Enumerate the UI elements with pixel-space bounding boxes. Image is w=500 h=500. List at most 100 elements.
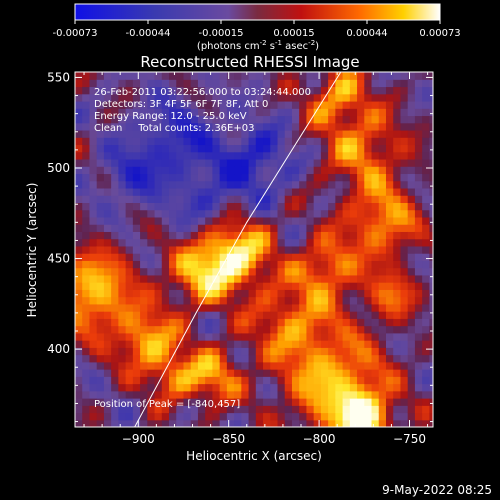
heatmap-cell xyxy=(378,398,387,406)
heatmap-cell xyxy=(132,144,141,153)
heatmap-cell xyxy=(284,231,293,240)
heatmap-cell xyxy=(328,405,336,414)
heatmap-cell xyxy=(197,253,206,261)
heatmap-cell xyxy=(255,216,264,225)
heatmap-cell xyxy=(212,166,221,175)
heatmap-cell xyxy=(183,311,192,319)
heatmap-cell xyxy=(342,332,351,341)
annotation-clean: Clean Total counts: 2.36E+03 xyxy=(94,123,254,134)
heatmap-cell xyxy=(234,202,242,211)
heatmap-cell xyxy=(414,419,423,427)
heatmap-cell xyxy=(132,318,141,327)
heatmap-cell xyxy=(176,144,185,153)
heatmap-cell xyxy=(241,180,250,189)
heatmap-cell xyxy=(226,369,235,377)
heatmap-cell xyxy=(248,383,257,392)
heatmap-cell xyxy=(313,311,322,319)
heatmap-cell xyxy=(349,398,358,406)
heatmap-cell xyxy=(140,151,148,160)
heatmap-cell xyxy=(176,180,185,189)
heatmap-cell xyxy=(364,137,373,146)
heatmap-cell xyxy=(183,151,192,160)
heatmap-cell xyxy=(400,325,409,334)
heatmap-cell xyxy=(212,289,221,298)
heatmap-cell xyxy=(226,209,235,218)
heatmap-cell xyxy=(205,231,214,240)
heatmap-cell xyxy=(103,267,112,276)
heatmap-cell xyxy=(103,282,112,290)
heatmap-cell xyxy=(82,398,91,406)
heatmap-cell xyxy=(299,93,308,102)
heatmap-cell xyxy=(400,224,409,232)
heatmap-cell xyxy=(284,187,293,196)
heatmap-cell xyxy=(118,267,127,276)
heatmap-cell xyxy=(75,173,83,182)
heatmap-cell xyxy=(364,108,373,117)
heatmap-cell xyxy=(313,383,322,392)
heatmap-cell xyxy=(248,289,257,298)
heatmap-cell xyxy=(306,100,315,109)
heatmap-cell xyxy=(291,238,300,247)
heatmap-cell xyxy=(284,253,293,261)
heatmap-cell xyxy=(176,398,185,406)
heatmap-cell xyxy=(306,209,315,218)
heatmap-cell xyxy=(364,86,373,95)
heatmap-cell xyxy=(197,137,206,146)
heatmap-cell xyxy=(263,224,271,232)
heatmap-cell xyxy=(96,151,105,160)
heatmap-cell xyxy=(270,72,279,80)
heatmap-cell xyxy=(364,115,373,124)
heatmap-cell xyxy=(248,93,257,102)
heatmap-cell xyxy=(219,122,228,131)
heatmap-cell xyxy=(234,412,242,421)
heatmap-cell xyxy=(342,209,351,218)
heatmap-cell xyxy=(125,224,134,232)
heatmap-cell xyxy=(277,383,286,392)
heatmap-cell xyxy=(349,405,358,414)
heatmap-cell xyxy=(335,325,344,334)
heatmap-cell xyxy=(385,93,394,102)
heatmap-cell xyxy=(371,72,380,80)
heatmap-cell xyxy=(393,151,402,160)
heatmap-cell xyxy=(197,369,206,377)
heatmap-cell xyxy=(313,209,322,218)
heatmap-cell xyxy=(393,173,402,182)
heatmap-cell xyxy=(342,282,351,290)
heatmap-cell xyxy=(154,282,163,290)
heatmap-cell xyxy=(176,253,185,261)
heatmap-cell xyxy=(183,253,192,261)
heatmap-cell xyxy=(320,231,329,240)
heatmap-cell xyxy=(299,361,308,370)
heatmap-cell xyxy=(364,195,373,203)
heatmap-cell xyxy=(75,144,83,153)
heatmap-cell xyxy=(111,115,119,124)
heatmap-cell xyxy=(378,376,387,385)
heatmap-cell xyxy=(161,282,170,290)
heatmap-cell xyxy=(161,108,170,117)
heatmap-cell xyxy=(400,173,409,182)
heatmap-cell xyxy=(414,202,423,211)
heatmap-cell xyxy=(75,231,83,240)
heatmap-cell xyxy=(263,390,271,399)
heatmap-cell xyxy=(342,180,351,189)
heatmap-cell xyxy=(263,166,271,175)
heatmap-cell xyxy=(212,267,221,276)
heatmap-cell xyxy=(400,100,409,109)
heatmap-cell xyxy=(161,245,170,254)
heatmap-cell xyxy=(371,325,380,334)
heatmap-cell xyxy=(176,137,185,146)
heatmap-cell xyxy=(161,361,170,370)
heatmap-cell xyxy=(125,398,134,406)
heatmap-cell xyxy=(125,108,134,117)
heatmap-cell xyxy=(349,216,358,225)
heatmap-cell xyxy=(335,245,344,254)
heatmap-cell xyxy=(422,187,430,196)
heatmap-cell xyxy=(89,224,98,232)
heatmap-cell xyxy=(169,383,177,392)
heatmap-cell xyxy=(147,347,156,356)
heatmap-cell xyxy=(82,115,91,124)
heatmap-cell xyxy=(277,390,286,399)
heatmap-cell xyxy=(335,267,344,276)
heatmap-cell xyxy=(125,383,134,392)
